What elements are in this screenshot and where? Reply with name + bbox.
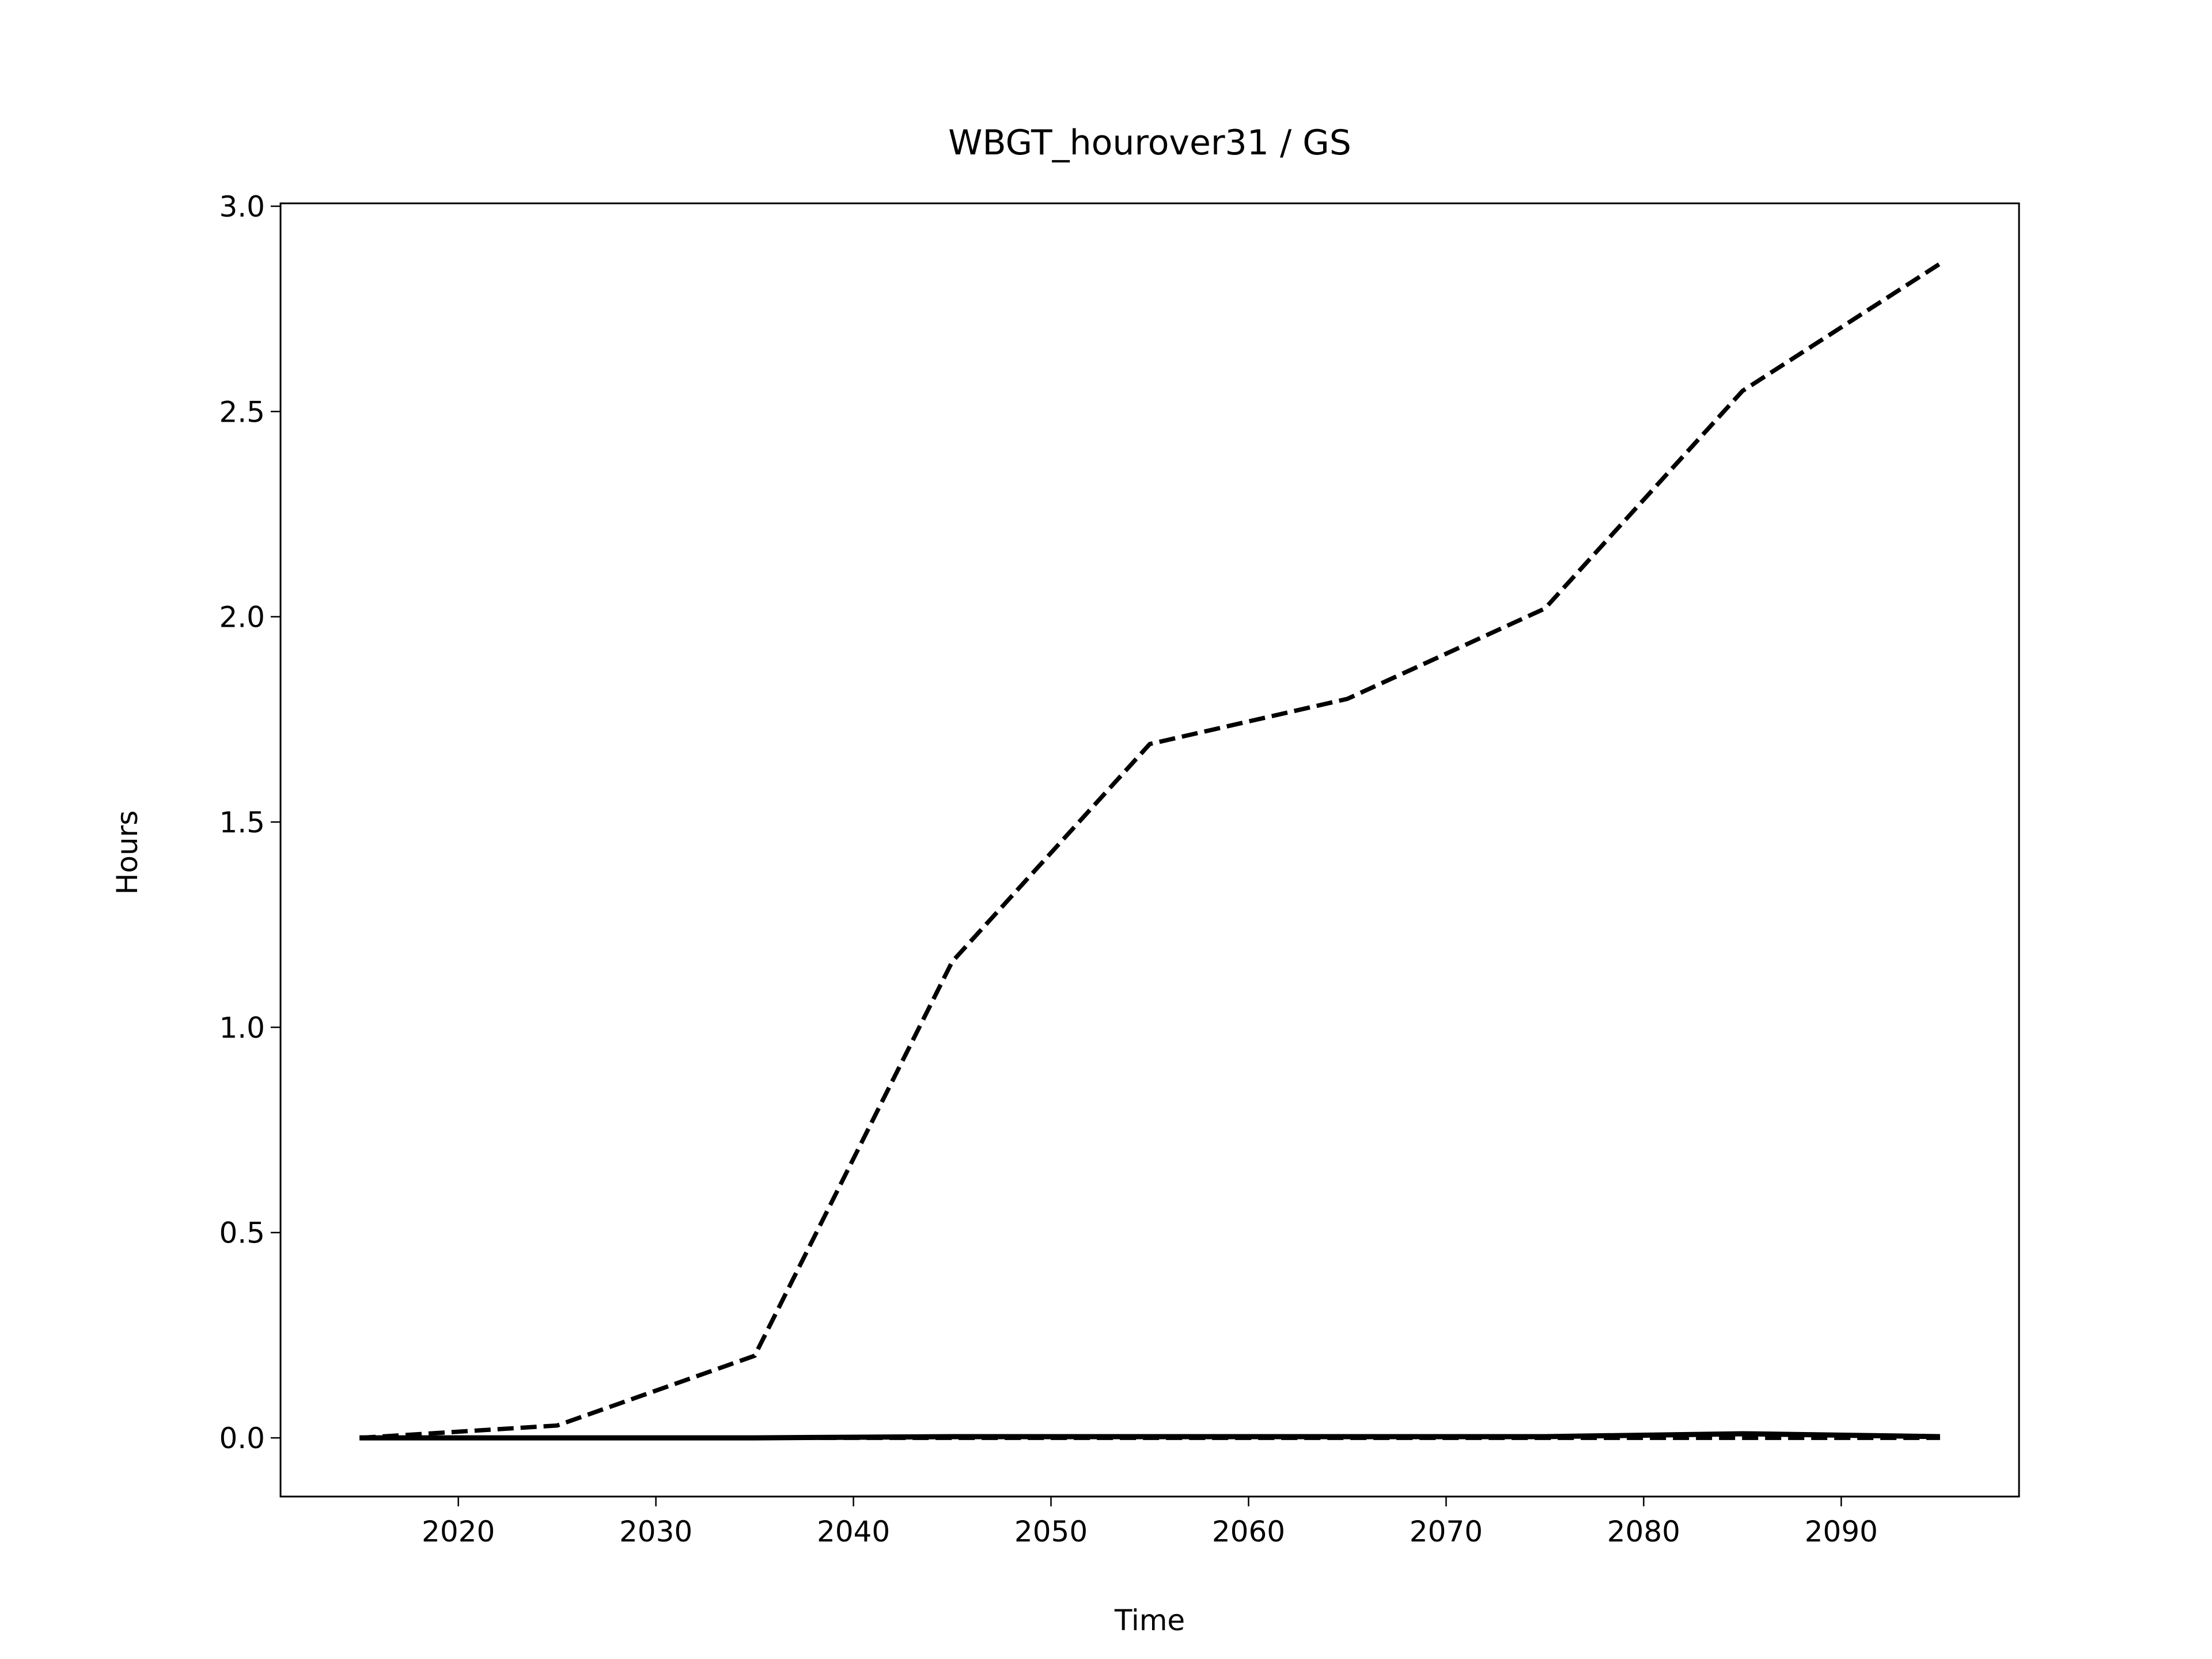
y-tick-label: 1.5 [219,806,265,839]
y-axis-label: Hours [111,810,144,895]
y-tick-label: 3.0 [219,190,265,224]
y-tick-label: 1.0 [219,1011,265,1044]
x-axis-label: Time [1114,1604,1185,1637]
y-tick-label: 0.0 [219,1422,265,1455]
x-tick-label: 2090 [1805,1515,1878,1548]
y-tick-label: 0.5 [219,1217,265,1250]
x-tick-label: 2070 [1410,1515,1483,1548]
plot-frame [279,202,2020,1498]
x-tick-label: 2030 [619,1515,692,1548]
line-series [359,262,1941,1440]
chart-title: WBGT_hourover31 / GS [948,123,1351,163]
x-tick-label: 2040 [817,1515,890,1548]
x-tick-label: 2050 [1014,1515,1088,1548]
x-tick-label: 2060 [1212,1515,1285,1548]
x-tick-label: 2020 [422,1515,495,1548]
x-tick-label: 2080 [1607,1515,1680,1548]
y-tick-label: 2.0 [219,601,265,634]
y-tick-label: 2.5 [219,395,265,429]
